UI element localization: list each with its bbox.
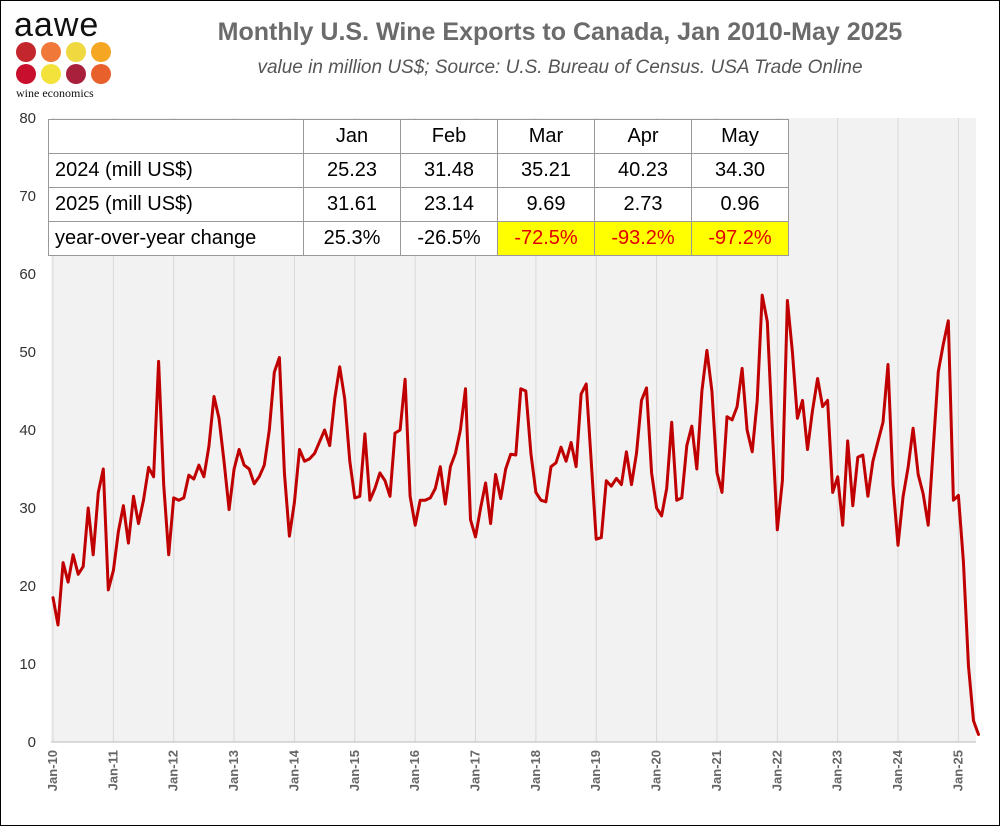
x-tick-label: Jan-18 — [528, 750, 543, 791]
x-tick-label: Jan-23 — [830, 750, 845, 791]
x-tick-label: Jan-22 — [769, 750, 784, 791]
x-tick-label: Jan-25 — [950, 750, 965, 791]
logo-dot — [66, 42, 86, 62]
x-tick-label: Jan-10 — [45, 750, 60, 791]
logo-dot — [41, 42, 61, 62]
x-tick-label: Jan-16 — [407, 750, 422, 791]
logo-dot — [91, 42, 111, 62]
x-tick-label: Jan-21 — [709, 750, 724, 791]
summary-table: Jan Feb Mar Apr May 2024 (mill US$) 25.2… — [48, 119, 789, 256]
logo-dot — [16, 64, 36, 84]
logo-dots — [16, 42, 120, 86]
column-header: Jan — [303, 119, 401, 154]
x-tick-label: Jan-20 — [649, 750, 664, 791]
x-axis-ticks: Jan-10 Jan-11 Jan-12 Jan-13 Jan-14 Jan-15 Jan-… — [45, 749, 965, 791]
y-tick-label: 70 — [19, 188, 36, 205]
logo-wordmark: aawe — [14, 6, 100, 44]
y-tick-label: 50 — [19, 344, 36, 361]
table-cell: 0.96 — [691, 187, 789, 222]
y-tick-label: 40 — [19, 422, 36, 439]
x-tick-label: Jan-12 — [166, 750, 181, 791]
logo-dot — [41, 64, 61, 84]
x-tick-label: Jan-11 — [105, 750, 120, 790]
chart-subtitle: value in million US$; Source: U.S. Burea… — [257, 57, 863, 78]
table-cell-highlighted: -93.2% — [594, 221, 692, 256]
table-cell: 31.61 — [303, 187, 401, 222]
table-cell: 2.73 — [594, 187, 692, 222]
x-tick-label: Jan-15 — [347, 750, 362, 791]
table-cell: 23.14 — [400, 187, 498, 222]
y-axis-ticks: 0 10 20 30 40 50 60 70 80 — [19, 110, 976, 751]
y-tick-label: 30 — [19, 500, 36, 517]
table-corner-cell — [48, 119, 304, 154]
chart-title: Monthly U.S. Wine Exports to Canada, Jan… — [217, 18, 903, 46]
aawe-logo: aawe wine economics — [14, 8, 124, 100]
x-tick-label: Jan-14 — [286, 749, 301, 791]
x-tick-label: Jan-24 — [890, 749, 905, 791]
series-layer — [51, 293, 980, 736]
column-header: Apr — [594, 119, 692, 154]
x-tick-label: Jan-17 — [468, 750, 483, 791]
table-cell: 25.23 — [303, 153, 401, 188]
table-cell-highlighted: -97.2% — [691, 221, 789, 256]
y-tick-label: 80 — [19, 110, 36, 127]
row-label: 2025 (mill US$) — [48, 187, 304, 222]
y-tick-label: 10 — [19, 656, 36, 673]
column-header: Mar — [497, 119, 595, 154]
x-tick-label: Jan-19 — [588, 750, 603, 791]
table-row: 2025 (mill US$) 31.61 23.14 9.69 2.73 0.… — [48, 187, 789, 222]
logo-dot — [66, 64, 86, 84]
table-cell: 35.21 — [497, 153, 595, 188]
logo-subtext: wine economics — [16, 86, 94, 100]
x-tick-label: Jan-13 — [226, 750, 241, 791]
table-cell: 40.23 — [594, 153, 692, 188]
column-header: Feb — [400, 119, 498, 154]
row-label: year-over-year change — [48, 221, 304, 256]
column-header: May — [691, 119, 789, 154]
table-cell: 31.48 — [400, 153, 498, 188]
table-cell-highlighted: -72.5% — [497, 221, 595, 256]
table-row: 2024 (mill US$) 25.23 31.48 35.21 40.23 … — [48, 153, 789, 188]
table-header-row: Jan Feb Mar Apr May — [48, 119, 789, 154]
series-line — [51, 293, 980, 736]
y-tick-label: 20 — [19, 578, 36, 595]
logo-dot — [16, 42, 36, 62]
logo-dot — [91, 64, 111, 84]
table-cell: -26.5% — [400, 221, 498, 256]
table-cell: 34.30 — [691, 153, 789, 188]
table-row: year-over-year change 25.3% -26.5% -72.5… — [48, 221, 789, 256]
table-cell: 25.3% — [303, 221, 401, 256]
y-tick-label: 60 — [19, 266, 36, 283]
table-cell: 9.69 — [497, 187, 595, 222]
y-tick-label: 0 — [28, 734, 36, 751]
row-label: 2024 (mill US$) — [48, 153, 304, 188]
